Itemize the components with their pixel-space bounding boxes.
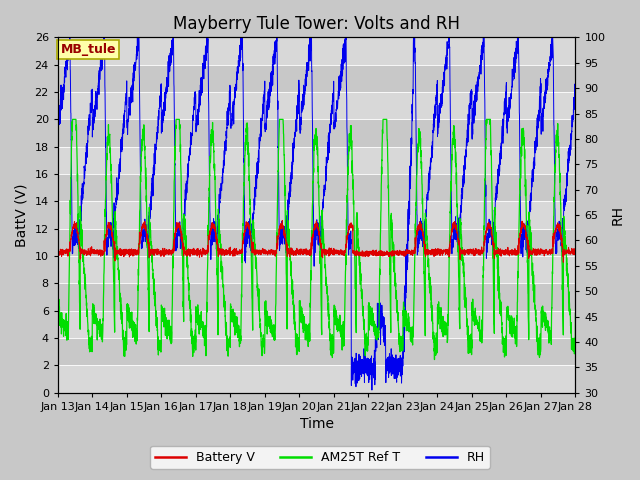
Bar bbox=[58, 65, 575, 92]
Bar bbox=[58, 283, 575, 311]
Bar bbox=[58, 202, 575, 229]
Bar bbox=[58, 174, 575, 202]
X-axis label: Time: Time bbox=[300, 418, 333, 432]
Bar bbox=[58, 147, 575, 174]
Bar bbox=[58, 338, 575, 365]
Bar bbox=[58, 256, 575, 283]
Bar bbox=[58, 37, 575, 65]
Legend: Battery V, AM25T Ref T, RH: Battery V, AM25T Ref T, RH bbox=[150, 446, 490, 469]
Title: Mayberry Tule Tower: Volts and RH: Mayberry Tule Tower: Volts and RH bbox=[173, 15, 460, 33]
Bar bbox=[58, 92, 575, 120]
Bar bbox=[58, 311, 575, 338]
Bar bbox=[58, 229, 575, 256]
Y-axis label: BattV (V): BattV (V) bbox=[15, 183, 29, 247]
Bar bbox=[58, 365, 575, 393]
Y-axis label: RH: RH bbox=[611, 205, 625, 225]
Text: MB_tule: MB_tule bbox=[60, 43, 116, 56]
Bar bbox=[58, 120, 575, 147]
